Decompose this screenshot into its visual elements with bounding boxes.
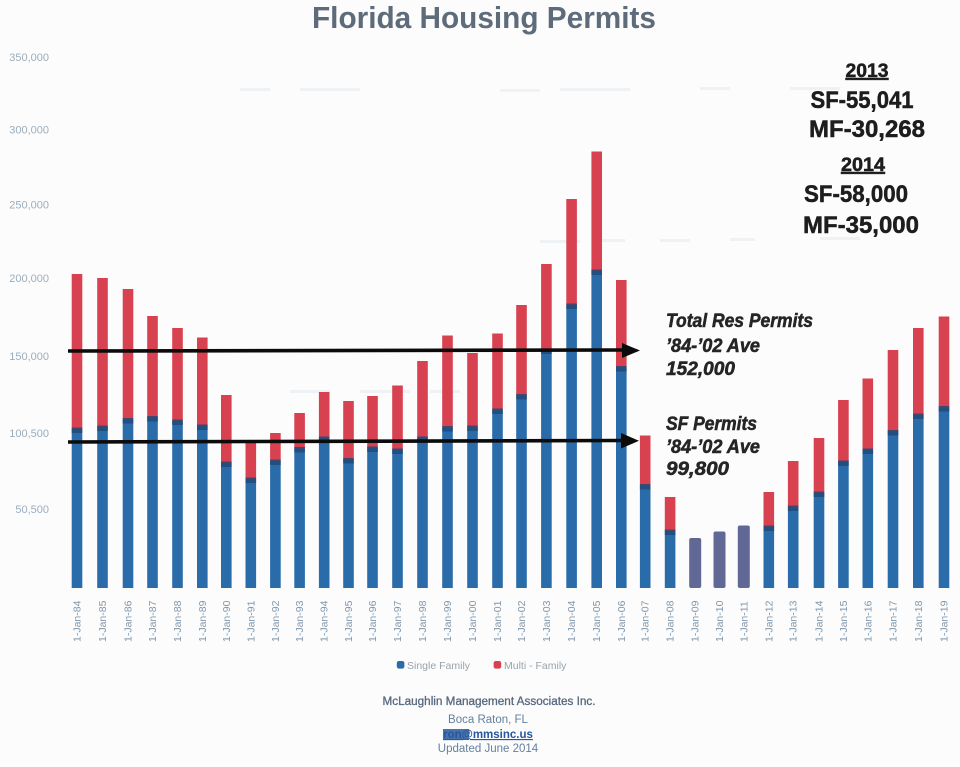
svg-text:MF-30,268: MF-30,268 (809, 116, 925, 143)
svg-text:2014: 2014 (841, 155, 885, 176)
svg-text:1-Jan-05: 1-Jan-05 (591, 600, 603, 642)
svg-text:Updated June 2014: Updated June 2014 (438, 743, 539, 755)
svg-text:MF-35,000: MF-35,000 (803, 212, 919, 239)
svg-text:1-Jan-08: 1-Jan-08 (665, 600, 677, 642)
svg-text:152,000: 152,000 (666, 359, 735, 380)
svg-text:1-Jan-97: 1-Jan-97 (392, 600, 404, 642)
svg-text:1-Jan-86: 1-Jan-86 (123, 600, 135, 642)
svg-text:1-Jan-06: 1-Jan-06 (616, 600, 628, 642)
svg-text:McLaughlin Management Associat: McLaughlin Management Associates Inc. (383, 696, 596, 708)
svg-text:1-Jan-12: 1-Jan-12 (763, 600, 775, 642)
svg-text:50,500: 50,500 (15, 504, 49, 516)
svg-text:1-Jan-00: 1-Jan-00 (467, 600, 479, 642)
svg-text:1-Jan-88: 1-Jan-88 (172, 600, 184, 642)
svg-text:1-Jan-15: 1-Jan-15 (838, 600, 850, 642)
svg-text:150,000: 150,000 (9, 351, 49, 363)
svg-text:1-Jan-10: 1-Jan-10 (714, 600, 726, 642)
svg-text:SF-55,041: SF-55,041 (811, 87, 914, 114)
svg-text:ron@mmsinc.us: ron@mmsinc.us (443, 729, 533, 741)
svg-text:1-Jan-94: 1-Jan-94 (319, 600, 331, 642)
svg-text:300,000: 300,000 (9, 125, 49, 137)
svg-text:SF Permits: SF Permits (666, 414, 757, 435)
svg-text:1-Jan-18: 1-Jan-18 (913, 600, 925, 642)
svg-text:Multi - Family: Multi - Family (504, 660, 567, 672)
svg-text:1-Jan-93: 1-Jan-93 (294, 600, 306, 642)
svg-text:1-Jan-17: 1-Jan-17 (888, 600, 900, 642)
svg-text:1-Jan-98: 1-Jan-98 (417, 600, 429, 642)
svg-text:1-Jan-87: 1-Jan-87 (147, 600, 159, 642)
svg-text:1-Jan-03: 1-Jan-03 (541, 600, 553, 642)
svg-text:’84-’02 Ave: ’84-’02 Ave (666, 437, 760, 458)
svg-text:1-Jan-14: 1-Jan-14 (814, 600, 826, 642)
svg-text:1-Jan-92: 1-Jan-92 (270, 600, 282, 642)
svg-text:2013: 2013 (846, 61, 889, 82)
svg-text:Single Family: Single Family (407, 660, 471, 672)
svg-text:Boca Raton, FL: Boca Raton, FL (448, 714, 529, 726)
svg-text:1-Jan-85: 1-Jan-85 (97, 600, 109, 642)
svg-text:350,000: 350,000 (9, 52, 49, 64)
svg-text:1-Jan-99: 1-Jan-99 (442, 600, 454, 642)
svg-text:1-Jan-90: 1-Jan-90 (221, 600, 233, 642)
svg-text:Florida Housing Permits: Florida Housing Permits (312, 0, 656, 35)
svg-text:200,000: 200,000 (9, 273, 49, 285)
svg-text:1-Jan-96: 1-Jan-96 (367, 600, 379, 642)
svg-text:1-Jan-11: 1-Jan-11 (738, 601, 750, 642)
svg-text:250,000: 250,000 (9, 200, 49, 212)
svg-text:99,800: 99,800 (666, 459, 729, 480)
svg-text:1-Jan-16: 1-Jan-16 (862, 600, 874, 642)
svg-text:1-Jan-19: 1-Jan-19 (939, 600, 951, 642)
svg-text:1-Jan-91: 1-Jan-91 (245, 600, 257, 642)
svg-text:SF-58,000: SF-58,000 (804, 181, 908, 208)
svg-text:Total Res Permits: Total Res Permits (666, 311, 813, 332)
svg-text:1-Jan-95: 1-Jan-95 (343, 600, 355, 642)
svg-text:1-Jan-84: 1-Jan-84 (72, 600, 84, 642)
svg-text:1-Jan-09: 1-Jan-09 (690, 600, 702, 642)
svg-text:1-Jan-02: 1-Jan-02 (516, 600, 528, 642)
svg-text:100,500: 100,500 (9, 428, 49, 440)
svg-text:1-Jan-01: 1-Jan-01 (492, 600, 504, 642)
svg-text:1-Jan-07: 1-Jan-07 (640, 600, 652, 642)
svg-text:1-Jan-04: 1-Jan-04 (566, 600, 578, 642)
svg-text:1-Jan-89: 1-Jan-89 (197, 600, 209, 642)
svg-text:’84-’02 Ave: ’84-’02 Ave (666, 336, 760, 357)
svg-text:1-Jan-13: 1-Jan-13 (788, 600, 800, 642)
